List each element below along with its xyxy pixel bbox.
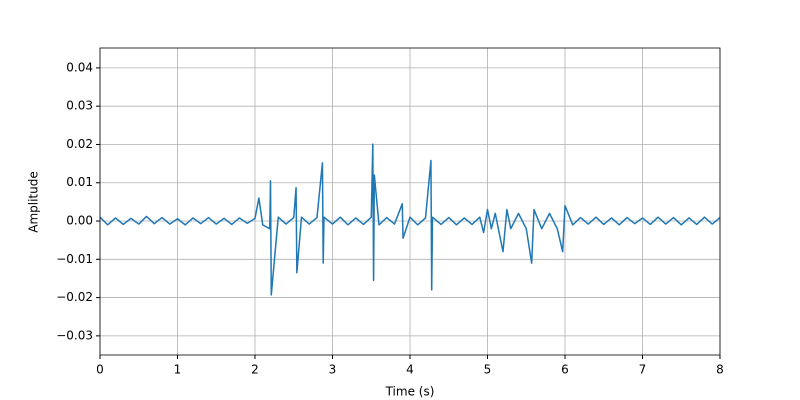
y-tick-label: 0.00 <box>66 214 93 228</box>
x-tick-label: 2 <box>251 363 259 377</box>
y-axis-label: Amplitude <box>27 171 41 233</box>
plot-frame <box>99 47 721 356</box>
y-tick-label: 0.04 <box>66 60 93 74</box>
y-tick-label: 0.01 <box>66 175 93 189</box>
x-tick-label: 5 <box>484 363 492 377</box>
y-tick-label: −0.01 <box>56 252 93 266</box>
x-tick-label: 0 <box>96 363 104 377</box>
x-tick-label: 6 <box>561 363 569 377</box>
y-tick-label: −0.02 <box>56 290 93 304</box>
x-axis-label: Time (s) <box>385 385 435 399</box>
x-tick-label: 1 <box>174 363 182 377</box>
x-tick-label: 4 <box>406 363 414 377</box>
x-tick-label: 3 <box>329 363 337 377</box>
y-tick-label: 0.02 <box>66 137 93 151</box>
y-tick-label: 0.03 <box>66 99 93 113</box>
y-tick-label: −0.03 <box>56 328 93 342</box>
x-tick-label: 7 <box>639 363 647 377</box>
data-line <box>99 143 721 296</box>
x-tick-label: 8 <box>716 363 724 377</box>
